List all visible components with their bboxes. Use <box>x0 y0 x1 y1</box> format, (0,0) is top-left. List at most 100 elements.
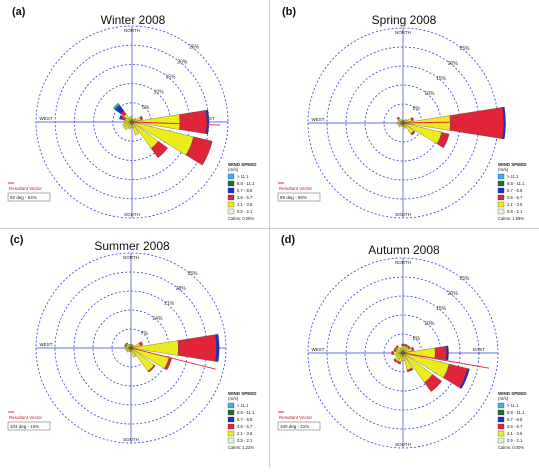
legend-swatch <box>228 403 234 408</box>
resultant-value: 104 deg - 10% <box>10 424 39 429</box>
ring-label: 10% <box>154 90 165 96</box>
compass-north: NORTH <box>395 260 411 265</box>
compass-north: NORTH <box>123 255 139 260</box>
calms-value: Calms: 1.59% <box>498 216 524 221</box>
panel-title: Spring 2008 <box>372 13 437 27</box>
windrose-panel-2: (b)Spring 20085%10%15%20%25%NORTHEASTSOU… <box>278 6 527 221</box>
legend-swatch <box>228 417 234 422</box>
compass-south: SOUTH <box>123 437 139 442</box>
legend-swatch <box>228 181 234 186</box>
ring-label: 5% <box>413 336 421 342</box>
legend-swatch <box>228 431 234 436</box>
ring-label: 10% <box>424 91 435 97</box>
wind-petal <box>392 351 394 355</box>
legend-swatch <box>498 195 504 200</box>
ring-label: 28% <box>176 286 187 292</box>
legend-item-label: 8.8 - 11.1 <box>507 181 525 186</box>
compass-west: WEST <box>40 342 53 347</box>
wind-petal <box>402 344 405 346</box>
legend-item-label: 2.1 - 3.6 <box>507 202 523 207</box>
compass-west: WEST <box>312 347 325 352</box>
legend-item-label: 8.8 - 11.1 <box>237 181 255 186</box>
ring-label: 21% <box>164 301 175 307</box>
panel-title: Autumn 2008 <box>368 243 440 257</box>
panel-tag: (a) <box>12 6 26 18</box>
legend-swatch <box>498 410 504 415</box>
panel-tag: (d) <box>281 234 295 246</box>
ring-label: 20% <box>177 59 188 65</box>
legend-item-label: 0.5 - 2.1 <box>237 209 253 214</box>
legend-swatch <box>498 209 504 214</box>
legend-item-label: 5.7 - 8.8 <box>507 417 523 422</box>
legend-item-label: 3.6 - 5.7 <box>507 195 523 200</box>
resultant-legend-label: Resultant Vector <box>9 186 43 191</box>
legend-item-label: 8.8 - 11.1 <box>237 410 255 415</box>
ring-label: 15% <box>436 76 447 82</box>
ring-label: 20% <box>448 61 459 67</box>
panel-tag: (b) <box>282 6 296 18</box>
ring-label: 7% <box>141 331 149 337</box>
legend-item-label: 2.1 - 3.6 <box>237 431 253 436</box>
compass-north: NORTH <box>395 30 411 35</box>
windrose-panel-1: (a)Winter 20085%10%15%20%25%NORTHEASTSOU… <box>8 6 257 221</box>
legend-unit: (m/s) <box>498 396 509 401</box>
legend-swatch <box>228 202 234 207</box>
ring-label: 10% <box>424 321 435 327</box>
wind-petal <box>178 335 217 362</box>
legend-swatch <box>498 438 504 443</box>
ring-label: 35% <box>187 271 198 277</box>
compass-east: EAST <box>473 347 485 352</box>
legend-unit: (m/s) <box>498 167 509 172</box>
ring-label: 15% <box>436 306 447 312</box>
legend-swatch <box>228 174 234 179</box>
legend-unit: (m/s) <box>228 167 239 172</box>
ring-label: 5% <box>142 105 150 111</box>
legend-item-label: 0.5 - 2.1 <box>237 438 253 443</box>
ring-label: 5% <box>413 106 421 112</box>
legend-swatch <box>498 424 504 429</box>
legend-item-label: 5.7 - 8.8 <box>237 417 253 422</box>
calms-value: Calms: 0.00% <box>228 216 254 221</box>
legend-swatch <box>498 431 504 436</box>
legend-item-label: 0.5 - 2.1 <box>507 438 523 443</box>
legend-item-label: 3.6 - 5.7 <box>237 424 253 429</box>
ring-label: 15% <box>165 75 176 81</box>
legend-item-label: > 11.1 <box>507 403 519 408</box>
resultant-legend-label: Resultant Vector <box>279 415 313 420</box>
legend-item-label: 5.7 - 8.8 <box>507 188 523 193</box>
calms-value: Calms: 0.00% <box>498 445 524 450</box>
compass-west: WEST <box>312 117 325 122</box>
legend-swatch <box>498 174 504 179</box>
ring-label: 25% <box>189 44 200 50</box>
resultant-legend-label: Resultant Vector <box>9 415 43 420</box>
legend-item-label: 5.7 - 8.8 <box>237 188 253 193</box>
legend-swatch <box>228 209 234 214</box>
legend-swatch <box>228 438 234 443</box>
windrose-panel-4: (d)Autumn 20085%10%15%20%25%NORTHEASTSOU… <box>278 234 527 450</box>
legend-swatch <box>228 410 234 415</box>
wind-petal <box>435 346 447 360</box>
legend-swatch <box>498 417 504 422</box>
ring-label: 25% <box>459 276 470 282</box>
legend-swatch <box>228 195 234 200</box>
legend-item-label: > 11.1 <box>237 403 249 408</box>
legend-item-label: > 11.1 <box>237 174 249 179</box>
compass-south: SOUTH <box>395 442 411 447</box>
panel-title: Summer 2008 <box>94 239 170 253</box>
legend-item-label: 3.6 - 5.7 <box>507 424 523 429</box>
legend-item-label: 2.1 - 3.6 <box>507 431 523 436</box>
legend-swatch <box>498 202 504 207</box>
legend-swatch <box>498 188 504 193</box>
compass-south: SOUTH <box>395 212 411 217</box>
ring-label: 25% <box>459 46 470 52</box>
compass-north: NORTH <box>124 28 140 33</box>
legend-swatch <box>498 403 504 408</box>
legend-item-label: > 11.1 <box>507 174 519 179</box>
calms-value: Calms: 1.22% <box>228 445 254 450</box>
legend-swatch <box>228 188 234 193</box>
wind-petal <box>179 110 206 133</box>
ring-label: 14% <box>152 316 163 322</box>
legend-item-label: 2.1 - 3.6 <box>237 202 253 207</box>
panel-title: Winter 2008 <box>101 13 166 27</box>
